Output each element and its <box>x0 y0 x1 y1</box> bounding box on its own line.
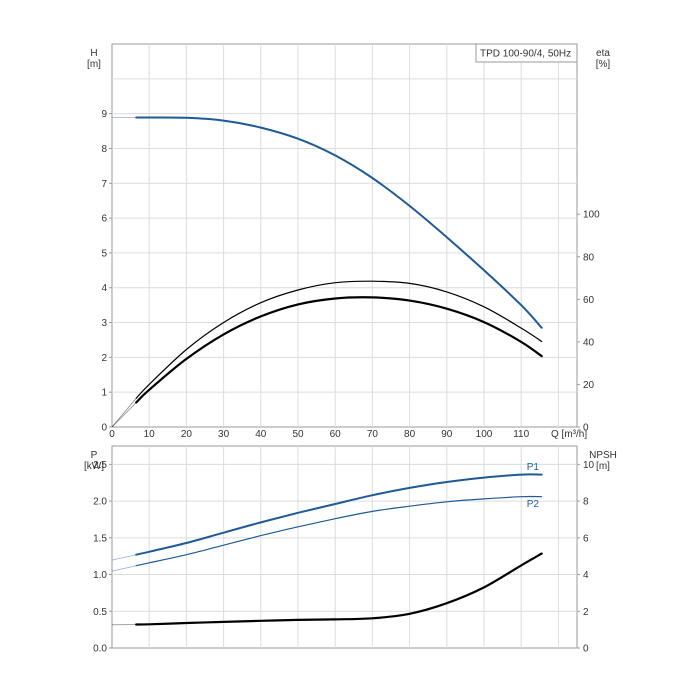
chart-title: TPD 100-90/4, 50Hz <box>480 49 571 60</box>
series-line-0 <box>135 116 543 329</box>
y-tick-label-left: 1.0 <box>93 570 107 581</box>
x-tick-label: 90 <box>441 429 453 440</box>
title-frame <box>475 43 578 63</box>
y-tick-label-right: 10 <box>583 460 595 471</box>
y-tick-label-left: 7 <box>101 179 107 190</box>
series-line-2 <box>135 280 543 399</box>
y-tick-label-right: 0 <box>583 423 589 434</box>
x-tick-label: 30 <box>218 429 230 440</box>
y-tick-label-left: 5 <box>101 248 107 259</box>
y-axis-label-right-name: eta <box>596 48 610 59</box>
x-tick-label: 60 <box>330 429 342 440</box>
x-tick-label: 0 <box>109 429 115 440</box>
series-extension-line <box>111 554 137 561</box>
series-line-1 <box>135 296 543 404</box>
plot-frame-head <box>111 43 578 428</box>
y-tick-label-right: 0 <box>583 644 589 655</box>
x-tick-label: 50 <box>292 429 304 440</box>
series-extension-line <box>111 565 137 572</box>
axes-power: 0.0 0.5 1.0 1.5 2.0 2.5 0 2 4 6 8 10 <box>93 460 594 655</box>
grid-head <box>112 44 577 427</box>
x-tick-label: 40 <box>255 429 267 440</box>
y-axis-label-right-unit: [%] <box>596 59 611 70</box>
y-tick-label-left: 3 <box>101 318 107 329</box>
x-tick-label: 100 <box>476 429 493 440</box>
y-axis-label-left-name: P <box>91 450 98 461</box>
y-tick-label-left: 2.0 <box>93 497 107 508</box>
y-tick-label-left: 1 <box>101 388 107 399</box>
series-label-p2: P2 <box>527 499 540 510</box>
x-tick-label: 110 <box>513 429 529 440</box>
y-tick-label-left: 0.5 <box>93 607 107 618</box>
x-tick-label: 20 <box>181 429 193 440</box>
y-tick-label-left: 2 <box>101 353 107 364</box>
y-tick-label-left: 9 <box>101 109 107 120</box>
y-tick-label-right: 8 <box>583 497 589 508</box>
x-axis-label: Q [m³/h] <box>551 429 587 440</box>
y-tick-label-right: 40 <box>583 337 595 348</box>
y-axis-label-right-unit: [m] <box>596 461 610 472</box>
y-axis-label-left-unit: [m] <box>87 59 101 70</box>
y-tick-label-right: 20 <box>583 380 595 391</box>
y-tick-label-left: 8 <box>101 144 107 155</box>
x-tick-label: 10 <box>144 429 156 440</box>
y-tick-label-right: 60 <box>583 295 595 306</box>
y-axis-label-right-name: NPSH <box>589 450 617 461</box>
y-tick-label-right: 4 <box>583 570 589 581</box>
y-tick-label-left: 1.5 <box>93 533 107 544</box>
x-tick-label: 70 <box>367 429 379 440</box>
y-tick-label-left: 0.0 <box>93 644 107 655</box>
chart-title-box: TPD 100-90/4, 50Hz <box>475 43 578 63</box>
series-extension-line <box>111 402 137 428</box>
series-power <box>111 473 543 626</box>
y-axis-label-left-unit: [kW] <box>84 461 104 472</box>
y-tick-label-right: 2 <box>583 607 589 618</box>
y-tick-label-right: 6 <box>583 533 589 544</box>
y-tick-label-left: 0 <box>101 423 107 434</box>
series-head <box>111 116 543 428</box>
y-tick-label-left: 4 <box>101 283 107 294</box>
y-tick-label-left: 6 <box>101 214 107 225</box>
series-line-2 <box>135 552 543 626</box>
plot-frame-power <box>111 445 578 649</box>
series-label-p1: P1 <box>527 462 540 473</box>
power-npsh-panel: 0.0 0.5 1.0 1.5 2.0 2.5 0 2 4 6 8 10 P [kW] NPSH [m… <box>84 445 617 655</box>
y-tick-label-right: 100 <box>583 210 600 221</box>
y-axis-label-left-name: H <box>90 48 97 59</box>
y-tick-label-left: 2.5 <box>93 460 107 471</box>
y-tick-label-right: 80 <box>583 252 595 263</box>
series-line-p1 <box>135 473 543 556</box>
series-extension-line <box>111 398 137 428</box>
x-tick-label: 80 <box>404 429 416 440</box>
series-line-p2 <box>135 495 543 567</box>
